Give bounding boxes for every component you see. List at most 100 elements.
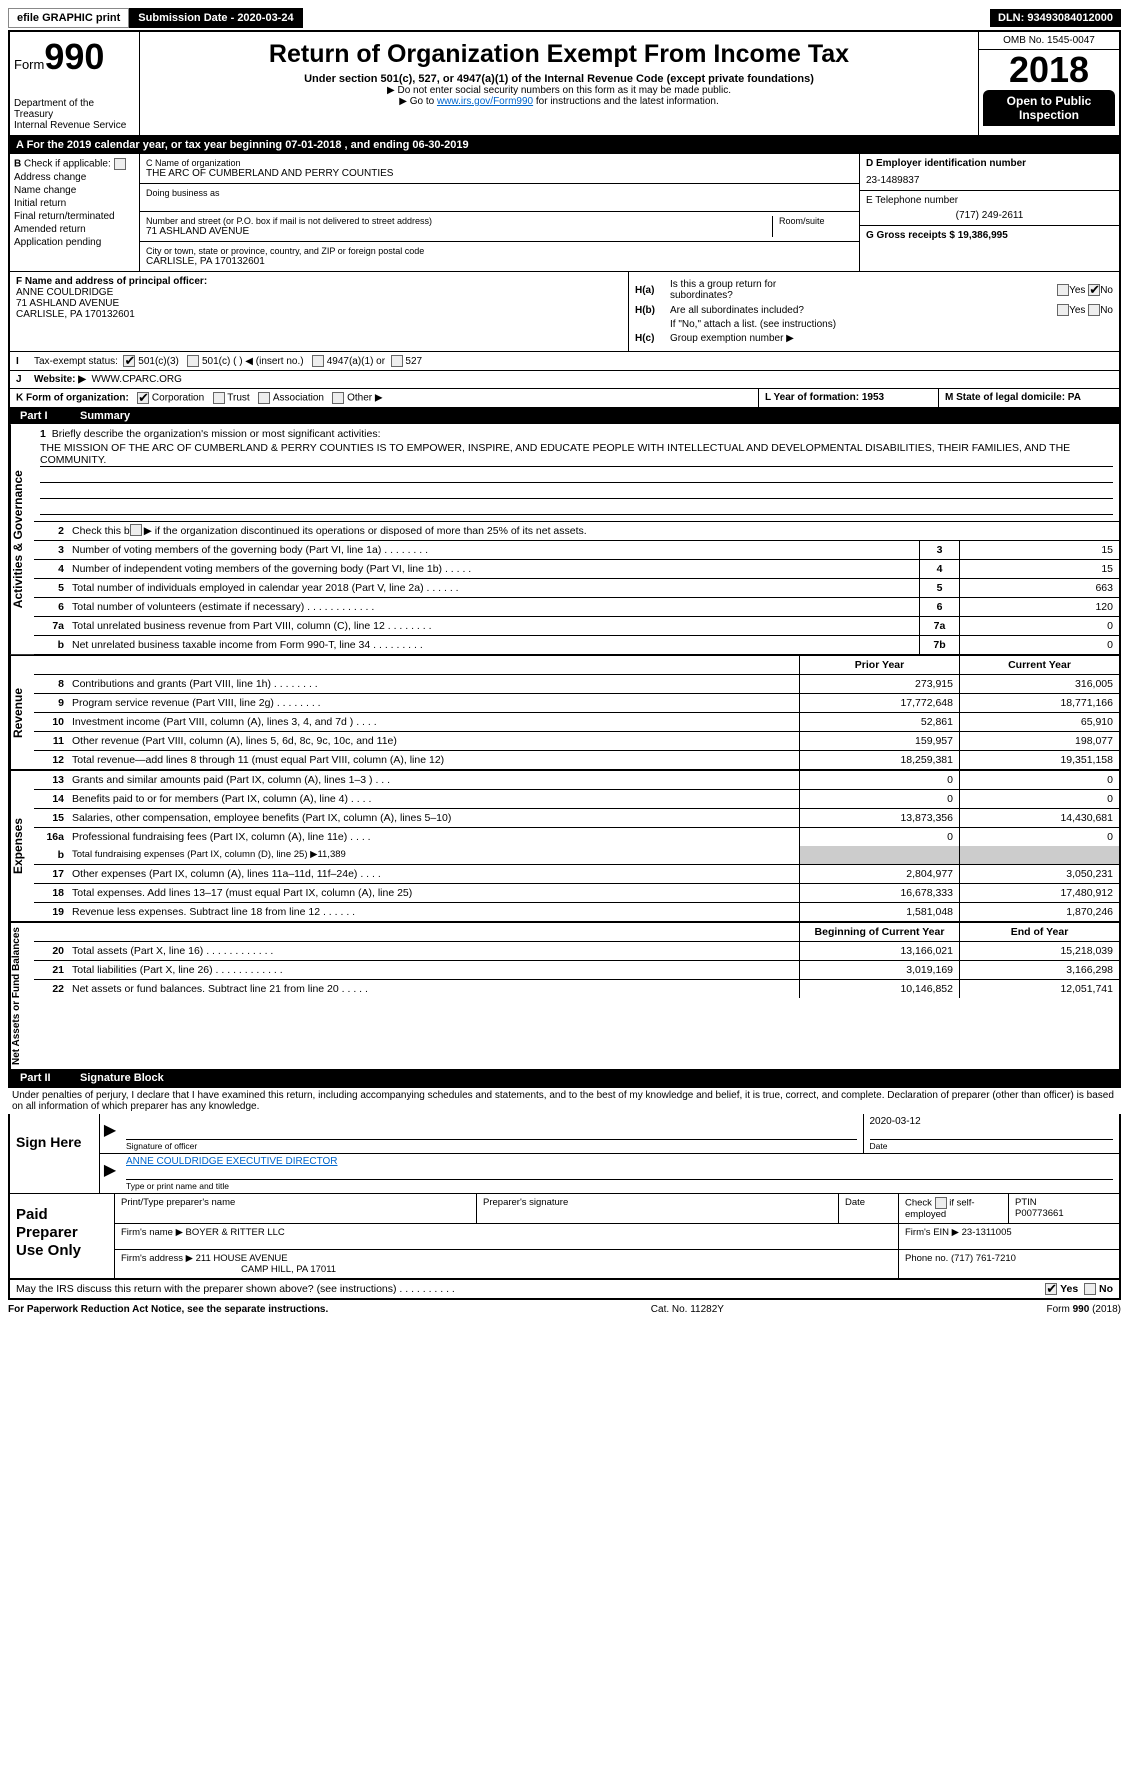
501c-check[interactable] — [187, 355, 199, 367]
netassets-vert-label: Net Assets or Fund Balances — [10, 923, 34, 1069]
opt-501c3: 501(c)(3) — [138, 356, 179, 367]
prior-val: 273,915 — [799, 675, 959, 693]
line-num: 12 — [34, 751, 68, 769]
line-desc: Total expenses. Add lines 13–17 (must eq… — [68, 884, 799, 902]
line-desc: Salaries, other compensation, employee b… — [68, 809, 799, 827]
current-val: 3,166,298 — [959, 961, 1119, 979]
hc-text: Group exemption number ▶ — [670, 333, 1113, 344]
line-num: 3 — [34, 541, 68, 559]
expenses-block: Expenses 13Grants and similar amounts pa… — [10, 771, 1119, 923]
discuss-row: May the IRS discuss this return with the… — [10, 1279, 1119, 1298]
line-2-check[interactable] — [130, 524, 142, 536]
trust-check[interactable] — [213, 392, 225, 404]
yes-label-2: Yes — [1069, 305, 1085, 316]
opt-trust: Trust — [227, 393, 249, 404]
submission-date: Submission Date - 2020-03-24 — [129, 8, 302, 28]
527-check[interactable] — [391, 355, 403, 367]
addr-row: Number and street (or P.O. box if mail i… — [140, 212, 859, 242]
blank-line-2 — [40, 485, 1113, 499]
current-val: 3,050,231 — [959, 865, 1119, 883]
line-desc: Program service revenue (Part VIII, line… — [68, 694, 799, 712]
b-item-4: Amended return — [14, 224, 135, 235]
prior-val: 0 — [799, 790, 959, 808]
line-16b-grey-1 — [799, 846, 959, 864]
prior-val: 1,581,048 — [799, 903, 959, 921]
501c3-check[interactable] — [123, 355, 135, 367]
form-number: 990 — [44, 36, 104, 77]
discuss-yes-check[interactable] — [1045, 1283, 1057, 1295]
addr-label: Number and street (or P.O. box if mail i… — [146, 216, 766, 226]
revenue-header-row: Prior Year Current Year — [34, 656, 1119, 675]
hb-no-check[interactable] — [1088, 304, 1100, 316]
efile-print-button[interactable]: efile GRAPHIC print — [8, 8, 129, 28]
governance-block: Activities & Governance 1 Briefly descri… — [10, 424, 1119, 656]
hb-yes-check[interactable] — [1057, 304, 1069, 316]
sig-date: 2020-03-12 — [870, 1116, 1114, 1127]
current-val: 198,077 — [959, 732, 1119, 750]
check-if-pre: Check — [905, 1198, 932, 1209]
footer-right: Form 990 (2018) — [1047, 1304, 1121, 1315]
line-desc: Net unrelated business taxable income fr… — [68, 636, 919, 654]
part-2-header: Part II Signature Block — [10, 1070, 1119, 1086]
checkbox-b-top[interactable] — [114, 158, 126, 170]
line-desc: Professional fundraising fees (Part IX, … — [68, 828, 799, 846]
dln-number: DLN: 93493084012000 — [990, 9, 1121, 27]
other-check[interactable] — [332, 392, 344, 404]
ha-yes-check[interactable] — [1057, 284, 1069, 296]
dba-row: Doing business as — [140, 184, 859, 212]
current-val: 17,480,912 — [959, 884, 1119, 902]
line-16a: 16aProfessional fundraising fees (Part I… — [34, 828, 1119, 846]
b-item-3: Final return/terminated — [14, 211, 135, 222]
row-klm: K Form of organization: Corporation Trus… — [10, 389, 1119, 408]
street-address: 71 ASHLAND AVENUE — [146, 226, 766, 237]
current-val: 14,430,681 — [959, 809, 1119, 827]
b-item-0: Address change — [14, 172, 135, 183]
revenue-vert-label: Revenue — [10, 656, 34, 769]
opt-527: 527 — [405, 356, 422, 367]
4947-check[interactable] — [312, 355, 324, 367]
current-val: 0 — [959, 828, 1119, 846]
line-key: 4 — [919, 560, 959, 578]
typed-name-cap: Type or print name and title — [126, 1179, 1113, 1191]
line-num: 6 — [34, 598, 68, 616]
self-employed-check[interactable] — [935, 1197, 947, 1209]
ha-no-check[interactable] — [1088, 284, 1100, 296]
gov-line-5: 5Total number of individuals employed in… — [34, 579, 1119, 598]
part-2-title: Signature Block — [80, 1072, 164, 1084]
line-key: 5 — [919, 579, 959, 597]
line-desc: Investment income (Part VIII, column (A)… — [68, 713, 799, 731]
form-prefix: Form — [14, 57, 44, 72]
line-val: 663 — [959, 579, 1119, 597]
box-g: G Gross receipts $ 19,386,995 — [860, 226, 1119, 245]
form-body: Form990 Department of the Treasury Inter… — [8, 30, 1121, 1088]
opt-4947: 4947(a)(1) or — [327, 356, 385, 367]
current-val: 0 — [959, 790, 1119, 808]
header-left: Form990 Department of the Treasury Inter… — [10, 32, 140, 135]
dba-label: Doing business as — [146, 188, 853, 198]
ha2-text: subordinates? — [670, 290, 733, 301]
header-center: Return of Organization Exempt From Incom… — [140, 32, 979, 135]
tax-year: 2018 — [979, 50, 1119, 90]
room-label: Room/suite — [779, 216, 853, 226]
phone-value: (717) 249-2611 — [866, 210, 1113, 221]
line-desc: Other revenue (Part VIII, column (A), li… — [68, 732, 799, 750]
penalty-statement: Under penalties of perjury, I declare th… — [8, 1088, 1121, 1114]
line-16b-desc: Total fundraising expenses (Part IX, col… — [68, 846, 799, 864]
sub3-post: for instructions and the latest informat… — [533, 96, 719, 107]
prior-val: 18,259,381 — [799, 751, 959, 769]
line-num: 7a — [34, 617, 68, 635]
subtitle-1: Under section 501(c), 527, or 4947(a)(1)… — [144, 73, 974, 85]
boxes-deg: D Employer identification number 23-1489… — [859, 154, 1119, 271]
line-num: 11 — [34, 732, 68, 750]
assoc-check[interactable] — [258, 392, 270, 404]
city-value: CARLISLE, PA 170132601 — [146, 256, 853, 267]
discuss-no-check[interactable] — [1084, 1283, 1096, 1295]
corp-check[interactable] — [137, 392, 149, 404]
line-key: 6 — [919, 598, 959, 616]
e-label: E Telephone number — [866, 195, 1113, 206]
dept-line-1: Department of the — [14, 98, 135, 109]
gov-line-6: 6Total number of volunteers (estimate if… — [34, 598, 1119, 617]
irs-link[interactable]: www.irs.gov/Form990 — [437, 96, 533, 107]
firm-ein: 23-1311005 — [962, 1227, 1012, 1238]
line-num: 20 — [34, 942, 68, 960]
